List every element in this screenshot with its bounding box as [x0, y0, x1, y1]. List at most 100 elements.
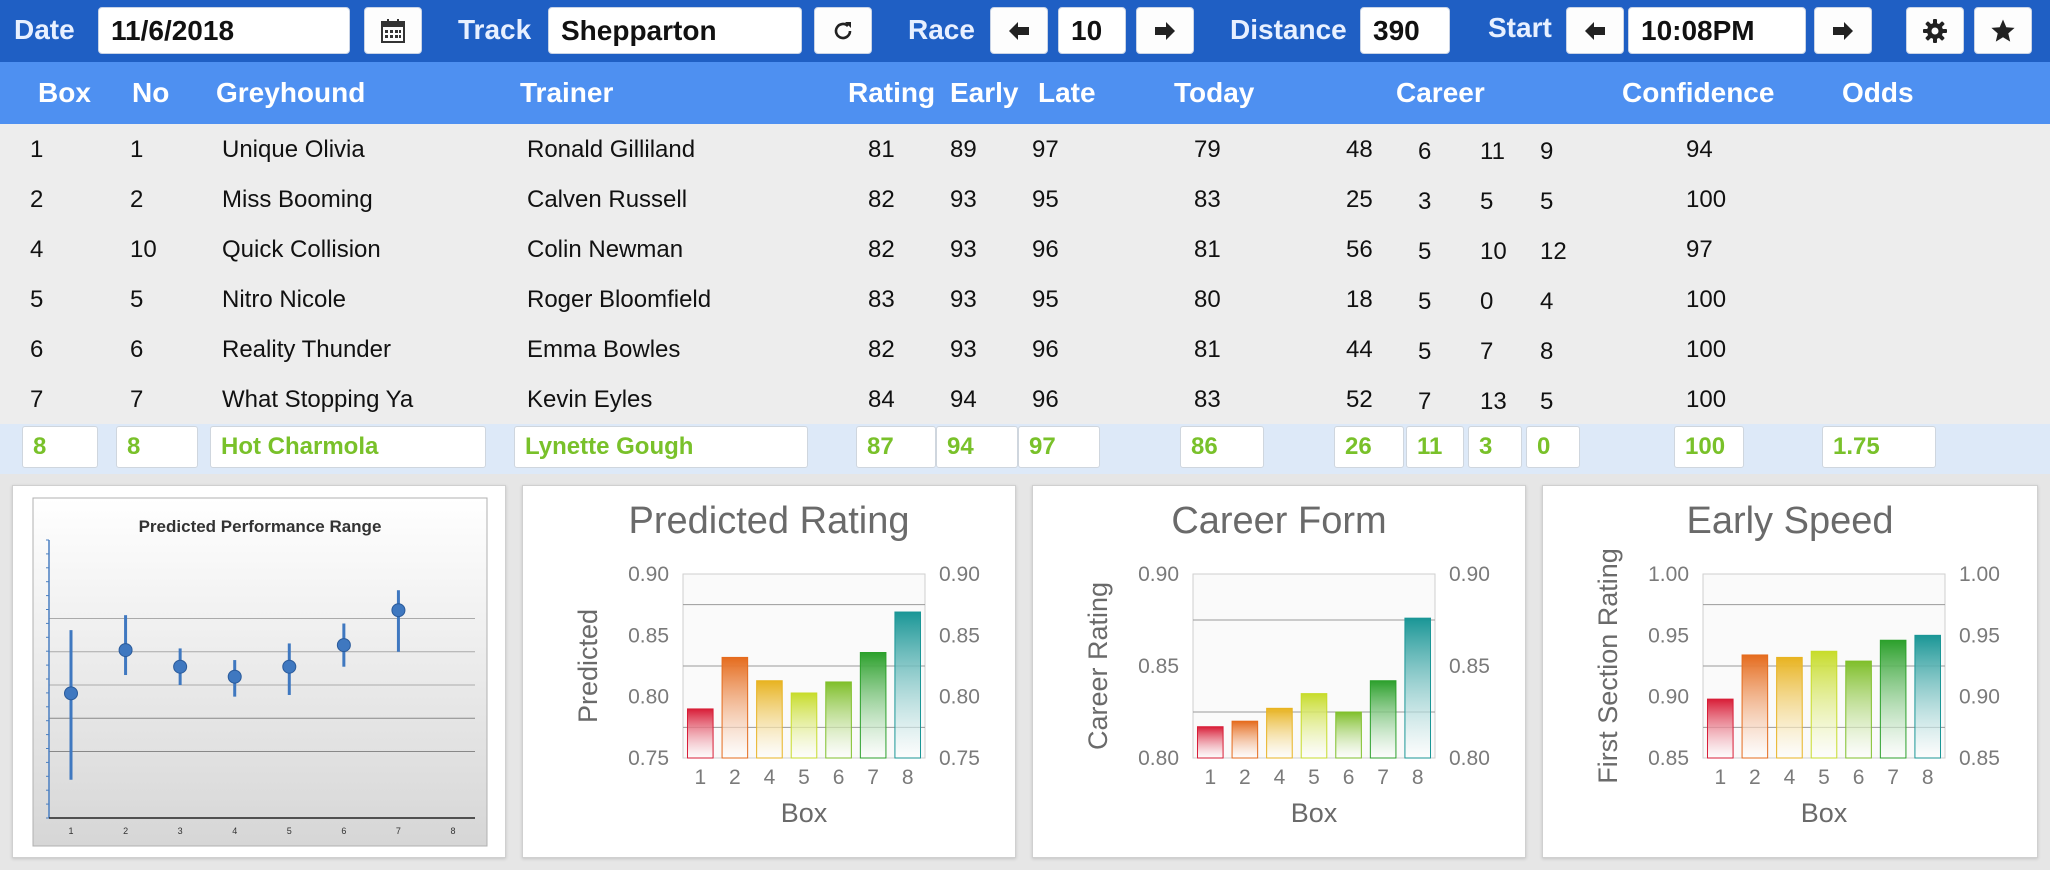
- y-tick-label: 0.80: [1138, 747, 1179, 770]
- col-rating[interactable]: Rating: [848, 77, 936, 108]
- row-early: 93: [950, 286, 977, 313]
- table-row[interactable]: 2 2 Miss Booming Calven Russell 82 93 95 83 100 2…: [0, 174, 2050, 224]
- x-tick-label: 2: [729, 766, 741, 789]
- star-icon: [1990, 18, 2016, 44]
- date-field[interactable]: 11/6/2018: [98, 7, 350, 54]
- selected-career-starts[interactable]: 26: [1334, 426, 1404, 468]
- x-tick-label: 6: [833, 766, 845, 789]
- selected-confidence[interactable]: 100: [1674, 426, 1744, 468]
- track-field[interactable]: Shepparton: [548, 7, 802, 54]
- distance-field[interactable]: 390: [1360, 7, 1450, 54]
- performance-range-chart: Predicted Performance Range 1 2 3 4 5 6 7 8: [32, 497, 488, 847]
- selected-row[interactable]: 8 8 Hot Charmola Lynette Gough 87 94 97 …: [0, 424, 2050, 474]
- selected-career-seconds[interactable]: 3: [1468, 426, 1522, 468]
- table-row[interactable]: 6 6 Reality Thunder Emma Bowles 82 93 96 81 100 4…: [0, 324, 2050, 374]
- selected-career-thirds[interactable]: 0: [1526, 426, 1580, 468]
- col-trainer[interactable]: Trainer: [520, 77, 614, 108]
- row-career-thirds: 12: [1540, 238, 1567, 265]
- row-late: 96: [1032, 386, 1059, 413]
- table-row[interactable]: 7 7 What Stopping Ya Kevin Eyles 84 94 96 83 100…: [0, 374, 2050, 424]
- table-row[interactable]: 4 10 Quick Collision Colin Newman 82 93 96 81 97…: [0, 224, 2050, 274]
- start-time-field[interactable]: 10:08PM: [1628, 7, 1806, 54]
- col-today[interactable]: Today: [1174, 77, 1255, 108]
- y-tick-label: 0.85: [628, 624, 669, 647]
- selected-career-wins[interactable]: 11: [1406, 426, 1464, 468]
- col-no[interactable]: No: [132, 77, 170, 108]
- race-prev-button[interactable]: [990, 7, 1048, 54]
- settings-button[interactable]: [1906, 7, 1964, 54]
- table-row[interactable]: 1 1 Unique Olivia Ronald Gilliland 81 89 97 79 9…: [0, 124, 2050, 174]
- x-tick-label: 1: [694, 766, 706, 789]
- arrow-left-icon: [1583, 20, 1607, 42]
- chart-title: Early Speed: [1686, 500, 1894, 542]
- runners-table: 1 1 Unique Olivia Ronald Gilliland 81 89 97 79 9…: [0, 124, 2050, 424]
- favorite-button[interactable]: [1974, 7, 2032, 54]
- col-career[interactable]: Career: [1396, 77, 1485, 108]
- predicted-rating-chart: 0.90 0.90 0.85 0.85 0.80 0.80 0.75 0.75 1 2 4 5 6 7 8 B…: [573, 563, 980, 828]
- chart-title: Predicted Rating: [628, 500, 910, 542]
- gear-icon: [1922, 18, 1948, 44]
- row-late: 95: [1032, 286, 1059, 313]
- col-early[interactable]: Early: [950, 77, 1019, 108]
- selected-odds[interactable]: 1.75: [1822, 426, 1936, 468]
- selected-no[interactable]: 8: [116, 426, 198, 468]
- calendar-button[interactable]: [364, 7, 422, 54]
- bar: [1300, 693, 1328, 759]
- chart-title: Career Form: [1171, 500, 1387, 542]
- race-field[interactable]: 10: [1058, 7, 1126, 54]
- start-prev-button[interactable]: [1566, 7, 1624, 54]
- start-next-button[interactable]: [1814, 7, 1872, 54]
- row-career-seconds: 11: [1480, 138, 1505, 165]
- row-late: 96: [1032, 336, 1059, 363]
- y-axis-label: Predicted: [573, 609, 603, 723]
- selected-early[interactable]: 94: [936, 426, 1018, 468]
- row-late: 96: [1032, 236, 1059, 263]
- table-row[interactable]: 5 5 Nitro Nicole Roger Bloomfield 83 93 95 80 10…: [0, 274, 2050, 324]
- col-odds[interactable]: Odds: [1842, 77, 1914, 108]
- selected-late[interactable]: 97: [1018, 426, 1100, 468]
- toolbar: Date 11/6/2018 Track Shepparton Race 10 …: [0, 0, 2050, 62]
- x-tick-label: 8: [450, 826, 455, 836]
- bar: [1845, 660, 1872, 759]
- row-no: 7: [130, 386, 144, 413]
- row-career-seconds: 7: [1480, 338, 1494, 365]
- row-confidence: 97: [1686, 236, 1713, 263]
- calendar-icon: [380, 18, 406, 44]
- bar: [825, 681, 852, 759]
- row-career-thirds: 4: [1540, 288, 1554, 315]
- row-no: 6: [130, 336, 144, 363]
- career-form-chart: 0.90 0.90 0.85 0.85 0.80 0.80 1 2 4 5 6 7 8 Box Career…: [1083, 563, 1490, 828]
- row-box: 6: [30, 336, 44, 363]
- row-trainer: Colin Newman: [527, 236, 684, 263]
- row-career-starts: 25: [1346, 186, 1373, 213]
- row-confidence: 100: [1686, 186, 1727, 213]
- arrow-right-icon: [1831, 20, 1855, 42]
- y2-tick-label: 0.90: [939, 563, 980, 586]
- y-tick-label: 0.90: [628, 563, 669, 586]
- bar: [1741, 654, 1769, 759]
- selected-trainer[interactable]: Lynette Gough: [514, 426, 808, 468]
- col-greyhound[interactable]: Greyhound: [216, 77, 366, 108]
- bar: [1914, 634, 1942, 759]
- col-late[interactable]: Late: [1038, 77, 1096, 108]
- selected-box[interactable]: 8: [22, 426, 98, 468]
- x-tick-label: 7: [1377, 766, 1389, 789]
- selected-today[interactable]: 86: [1180, 426, 1264, 468]
- x-tick-label: 4: [764, 766, 776, 789]
- row-no: 10: [130, 236, 157, 263]
- selected-greyhound[interactable]: Hot Charmola: [210, 426, 486, 468]
- refresh-button[interactable]: [814, 7, 872, 54]
- row-rating: 81: [868, 136, 895, 163]
- date-label: Date: [14, 14, 75, 45]
- y2-tick-label: 0.85: [1959, 747, 2000, 770]
- row-trainer: Kevin Eyles: [527, 386, 653, 413]
- y-tick-label: 0.85: [1648, 747, 1689, 770]
- x-tick-label: 7: [867, 766, 879, 789]
- row-rating: 82: [868, 186, 895, 213]
- race-next-button[interactable]: [1136, 7, 1194, 54]
- col-confidence[interactable]: Confidence: [1622, 77, 1775, 108]
- row-career-starts: 18: [1346, 286, 1373, 313]
- selected-rating[interactable]: 87: [856, 426, 936, 468]
- x-tick-label: 4: [232, 826, 237, 836]
- col-box[interactable]: Box: [38, 77, 91, 108]
